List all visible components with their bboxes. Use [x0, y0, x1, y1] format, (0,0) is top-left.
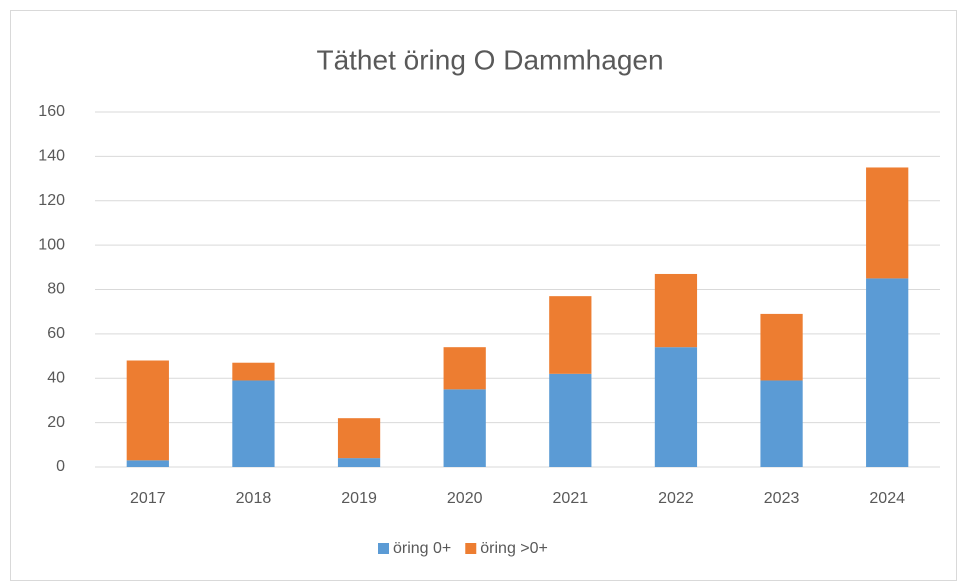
y-tick-label: 0: [56, 458, 65, 475]
bar-segment: [549, 373, 592, 467]
bar-segment: [654, 347, 698, 467]
x-tick-label: 2022: [658, 490, 694, 507]
y-tick-label: 40: [47, 369, 65, 386]
bar-segment: [443, 347, 486, 390]
bar-segment: [443, 389, 486, 467]
legend-swatch: [465, 543, 477, 554]
x-tick-label: 2024: [869, 490, 905, 507]
bar-segment: [126, 360, 169, 461]
bar-segment: [232, 362, 275, 381]
y-tick-label: 160: [38, 103, 65, 120]
x-tick-label: 2023: [764, 490, 800, 507]
x-tick-label: 2020: [447, 490, 483, 507]
bar-segment: [866, 278, 909, 467]
bar-segment: [760, 380, 803, 467]
bar-segment: [654, 273, 698, 348]
bar-segment: [337, 418, 381, 459]
chart-title: Täthet öring O Dammhagen: [316, 44, 663, 75]
y-tick-label: 60: [47, 325, 65, 342]
bar-segment: [760, 313, 803, 381]
bar-segment: [232, 380, 275, 467]
y-tick-label: 140: [38, 148, 65, 165]
bar-segment: [126, 460, 169, 467]
bar-segment: [866, 167, 909, 279]
bar-segment: [337, 458, 381, 467]
y-tick-label: 100: [38, 236, 65, 253]
legend-label: öring >0+: [480, 540, 548, 557]
x-tick-label: 2017: [130, 490, 166, 507]
chart-frame: [10, 10, 957, 581]
legend-swatch: [378, 543, 389, 554]
bar-segment: [549, 296, 592, 374]
y-tick-label: 80: [47, 281, 65, 298]
x-tick-label: 2021: [553, 490, 589, 507]
x-tick-label: 2019: [341, 490, 377, 507]
y-tick-label: 20: [47, 414, 65, 431]
y-tick-label: 120: [38, 192, 65, 209]
x-tick-label: 2018: [236, 490, 272, 507]
legend-label: öring 0+: [393, 540, 451, 557]
